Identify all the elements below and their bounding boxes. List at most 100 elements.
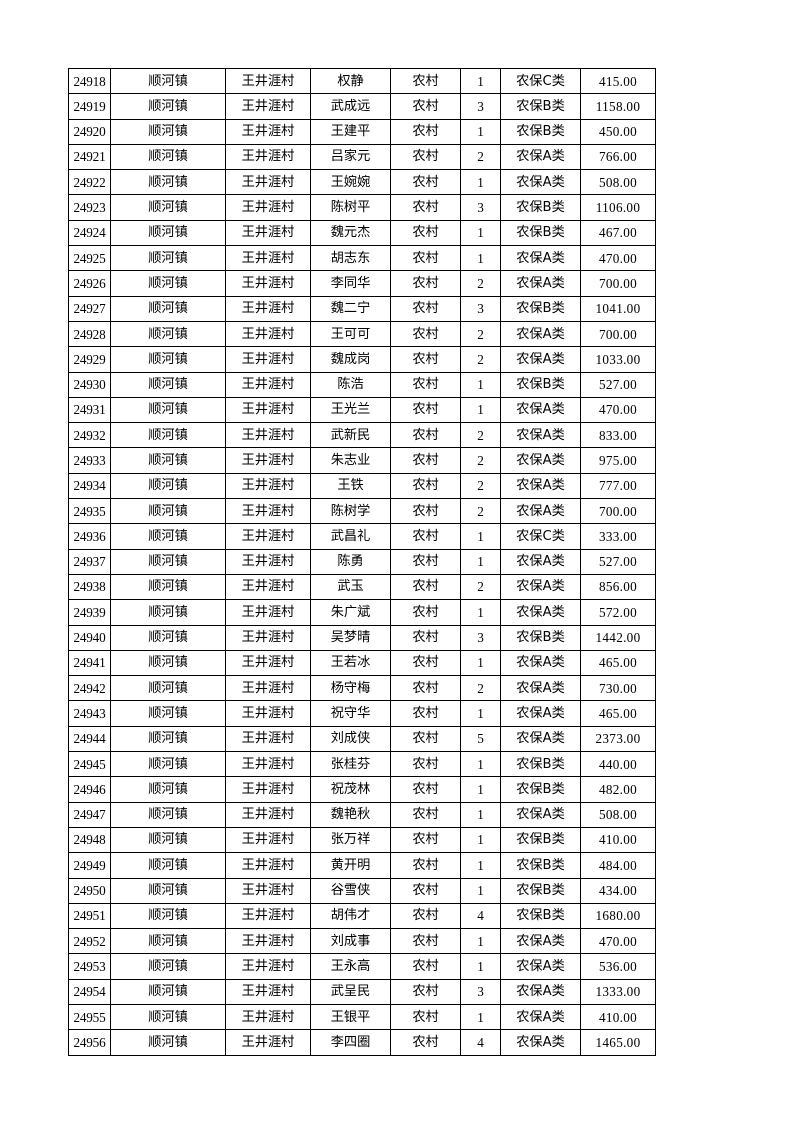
cell-village: 王井涯村	[225, 902, 311, 930]
cell-amount: 2373.00	[580, 725, 656, 753]
table-row: 24925 顺河镇 王井涯村 胡志东 农村 1 农保A类 470.00	[68, 245, 656, 272]
cell-town: 顺河镇	[110, 396, 226, 424]
table-row: 24918 顺河镇 王井涯村 权静 农村 1 农保C类 415.00	[68, 67, 656, 95]
cell-sequence-number: 24922	[68, 169, 111, 196]
cell-amount: 410.00	[580, 826, 656, 854]
cell-village: 王井涯村	[225, 523, 311, 550]
cell-person-count: 2	[460, 447, 501, 474]
cell-insurance-category: 农保A类	[500, 143, 581, 171]
cell-amount: 700.00	[580, 270, 656, 297]
table-row: 24950 顺河镇 王井涯村 谷雪侠 农村 1 农保B类 434.00	[68, 877, 656, 904]
table-container: 24918 顺河镇 王井涯村 权静 农村 1 农保C类 415.00 24919 顺河镇 王井涯村武…	[68, 67, 656, 1056]
cell-village: 王井涯村	[225, 573, 311, 601]
cell-sequence-number: 24919	[68, 93, 111, 120]
cell-household-type: 农村	[390, 599, 461, 626]
cell-sequence-number: 24937	[68, 548, 111, 575]
cell-insurance-category: 农保A类	[500, 1029, 581, 1056]
cell-household-type: 农村	[390, 725, 461, 753]
cell-person-name: 魏元杰	[310, 219, 391, 247]
cell-amount: 527.00	[580, 371, 656, 398]
cell-person-name: 朱广斌	[310, 599, 391, 626]
table-body: 24918 顺河镇 王井涯村 权静 农村 1 农保C类 415.00 24919 顺河镇 王井涯村武…	[68, 67, 656, 1056]
cell-village: 王井涯村	[225, 371, 311, 398]
table-row: 24921 顺河镇 王井涯村 吕家元 农村 2 农保A类 766.00	[68, 143, 656, 171]
cell-amount: 415.00	[580, 67, 656, 95]
cell-village: 王井涯村	[225, 599, 311, 626]
table-row: 24952 顺河镇 王井涯村 刘成事 农村 1 农保A类 470.00	[68, 928, 656, 955]
cell-town: 顺河镇	[110, 978, 226, 1005]
cell-household-type: 农村	[390, 270, 461, 297]
cell-person-name: 杨守梅	[310, 675, 391, 702]
cell-sequence-number: 24950	[68, 877, 111, 904]
cell-amount: 465.00	[580, 700, 656, 727]
cell-household-type: 农村	[390, 245, 461, 272]
table-row: 24941 顺河镇 王井涯村 王若冰 农村 1 农保A类 465.00	[68, 649, 656, 677]
cell-sequence-number: 24920	[68, 118, 111, 145]
cell-insurance-category: 农保A类	[500, 422, 581, 449]
cell-village: 王井涯村	[225, 801, 311, 828]
cell-amount: 1106.00	[580, 194, 656, 221]
cell-person-name: 谷雪侠	[310, 877, 391, 904]
cell-person-count: 2	[460, 675, 501, 702]
cell-household-type: 农村	[390, 396, 461, 424]
cell-household-type: 农村	[390, 649, 461, 677]
cell-person-name: 武昌礼	[310, 523, 391, 550]
cell-household-type: 农村	[390, 776, 461, 803]
cell-person-count: 1	[460, 548, 501, 575]
cell-insurance-category: 农保B类	[500, 371, 581, 398]
cell-town: 顺河镇	[110, 320, 226, 348]
cell-town: 顺河镇	[110, 219, 226, 247]
cell-person-count: 2	[460, 422, 501, 449]
cell-town: 顺河镇	[110, 801, 226, 828]
cell-amount: 484.00	[580, 852, 656, 879]
cell-sequence-number: 24918	[68, 67, 111, 95]
cell-insurance-category: 农保A类	[500, 649, 581, 677]
cell-village: 王井涯村	[225, 67, 311, 95]
cell-person-name: 王铁	[310, 472, 391, 500]
cell-person-name: 武新民	[310, 422, 391, 449]
cell-person-count: 1	[460, 852, 501, 879]
cell-person-name: 李同华	[310, 270, 391, 297]
cell-sequence-number: 24944	[68, 725, 111, 753]
cell-household-type: 农村	[390, 498, 461, 525]
cell-insurance-category: 农保A类	[500, 447, 581, 474]
cell-insurance-category: 农保B类	[500, 877, 581, 904]
cell-sequence-number: 24942	[68, 675, 111, 702]
cell-person-count: 1	[460, 219, 501, 247]
cell-person-count: 2	[460, 498, 501, 525]
cell-town: 顺河镇	[110, 498, 226, 525]
table-row: 24922 顺河镇 王井涯村 王婉婉 农村 1 农保A类 508.00	[68, 169, 656, 196]
cell-sequence-number: 24945	[68, 751, 111, 778]
cell-insurance-category: 农保A类	[500, 270, 581, 297]
table-row: 24945 顺河镇 王井涯村 张桂芬 农村 1 农保B类 440.00	[68, 751, 656, 778]
cell-person-name: 祝茂林	[310, 776, 391, 803]
cell-town: 顺河镇	[110, 346, 226, 373]
cell-amount: 766.00	[580, 143, 656, 171]
cell-sequence-number: 24940	[68, 624, 111, 651]
cell-person-name: 刘成侠	[310, 725, 391, 753]
cell-person-name: 王若冰	[310, 649, 391, 677]
cell-person-name: 权静	[310, 67, 391, 95]
cell-village: 王井涯村	[225, 169, 311, 196]
cell-sequence-number: 24929	[68, 346, 111, 373]
cell-sequence-number: 24924	[68, 219, 111, 247]
cell-village: 王井涯村	[225, 498, 311, 525]
cell-household-type: 农村	[390, 346, 461, 373]
cell-person-count: 1	[460, 751, 501, 778]
cell-sequence-number: 24952	[68, 928, 111, 955]
cell-town: 顺河镇	[110, 67, 226, 95]
cell-person-name: 王永高	[310, 953, 391, 980]
cell-insurance-category: 农保A类	[500, 599, 581, 626]
cell-village: 王井涯村	[225, 93, 311, 120]
table-row: 24956 顺河镇 王井涯村 李四圈 农村 4 农保A类 1465.00	[68, 1029, 656, 1056]
cell-amount: 1442.00	[580, 624, 656, 651]
cell-insurance-category: 农保C类	[500, 523, 581, 550]
cell-insurance-category: 农保B类	[500, 852, 581, 879]
cell-insurance-category: 农保A类	[500, 725, 581, 753]
cell-person-name: 张万祥	[310, 826, 391, 854]
table-row: 24949 顺河镇 王井涯村 黄开明 农村 1 农保B类 484.00	[68, 852, 656, 879]
cell-village: 王井涯村	[225, 295, 311, 322]
cell-sequence-number: 24934	[68, 472, 111, 500]
cell-insurance-category: 农保A类	[500, 978, 581, 1005]
cell-village: 王井涯村	[225, 346, 311, 373]
